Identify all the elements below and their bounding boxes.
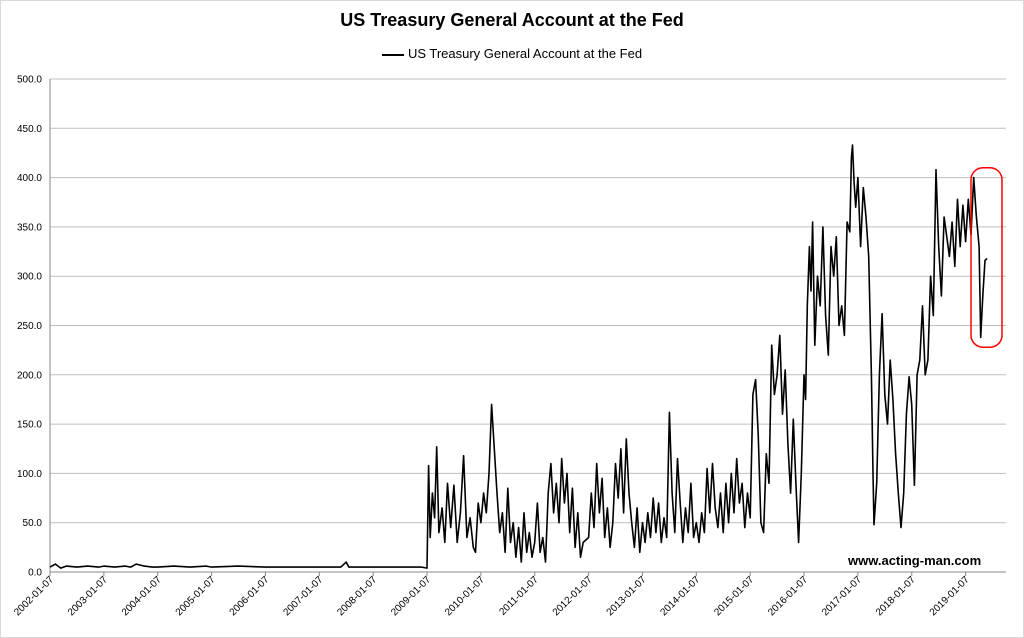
x-tick-label: 2013-01-07	[605, 574, 649, 618]
series-line	[49, 144, 988, 569]
y-tick-label: 350.0	[17, 222, 42, 233]
x-tick-label: 2005-01-07	[174, 574, 218, 618]
y-tick-label: 0.0	[28, 568, 42, 579]
x-tick-label: 2018-01-07	[874, 574, 918, 618]
x-tick-label: 2011-01-07	[497, 574, 541, 618]
x-tick-label: 2004-01-07	[120, 574, 164, 618]
x-tick-label: 2006-01-07	[228, 574, 272, 618]
watermark-text: www.acting-man.com	[848, 553, 982, 568]
x-tick-label: 2008-01-07	[335, 574, 379, 618]
x-tick-label: 2009-01-07	[389, 574, 433, 618]
x-tick-label: 2012-01-07	[551, 574, 595, 618]
x-tick-label: 2003-01-07	[66, 574, 110, 618]
y-tick-label: 200.0	[17, 370, 42, 381]
y-tick-label: 100.0	[17, 469, 42, 480]
x-tick-label: 2010-01-07	[443, 574, 487, 618]
chart-title: US Treasury General Account at the Fed	[340, 10, 684, 30]
y-tick-label: 150.0	[17, 420, 42, 431]
y-tick-label: 450.0	[17, 124, 42, 135]
legend-line-swatch	[381, 53, 404, 56]
x-tick-label: 2015-01-07	[712, 574, 756, 618]
y-tick-label: 300.0	[17, 272, 42, 283]
x-tick-label: 2017-01-07	[820, 574, 864, 618]
chart-legend: US Treasury General Account at the Fed	[0, 46, 1024, 61]
highlight-box	[970, 166, 1003, 348]
y-tick-label: 250.0	[17, 321, 42, 332]
x-tick-label: 2016-01-07	[766, 574, 810, 618]
y-tick-label: 50.0	[23, 518, 43, 529]
x-tick-label: 2019-01-07	[928, 574, 972, 618]
x-tick-label: 2014-01-07	[658, 574, 702, 618]
x-tick-label: 2002-01-07	[12, 574, 56, 618]
x-tick-label: 2007-01-07	[281, 574, 325, 618]
legend-label: US Treasury General Account at the Fed	[407, 46, 643, 61]
y-tick-label: 500.0	[17, 75, 42, 86]
y-tick-label: 400.0	[17, 173, 42, 184]
